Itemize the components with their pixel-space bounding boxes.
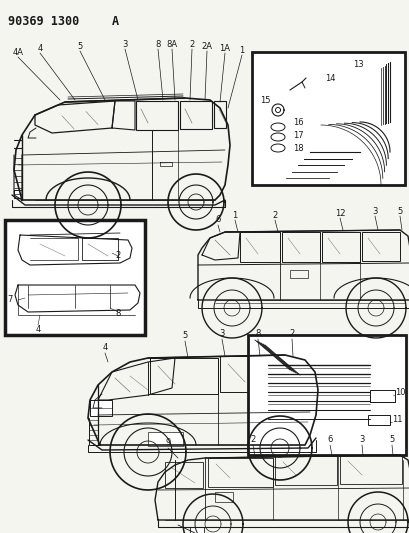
Text: 3: 3 — [219, 329, 224, 338]
Text: 2: 2 — [289, 329, 294, 338]
Bar — [164, 462, 202, 488]
Text: 2: 2 — [272, 211, 277, 220]
Bar — [214, 492, 232, 502]
Text: 4: 4 — [35, 326, 40, 335]
Bar — [148, 432, 182, 446]
Bar — [289, 270, 307, 278]
Bar — [321, 232, 359, 262]
Text: 5: 5 — [77, 42, 83, 51]
Text: 3: 3 — [371, 206, 377, 215]
Text: 7: 7 — [7, 295, 13, 304]
Bar — [14, 190, 22, 198]
Text: 4A: 4A — [12, 47, 23, 56]
Bar — [213, 101, 225, 128]
Text: 10: 10 — [394, 389, 405, 398]
Text: 3: 3 — [122, 39, 127, 49]
Text: 90369 1300: 90369 1300 — [8, 15, 79, 28]
Bar — [220, 356, 281, 392]
Text: 2: 2 — [250, 435, 255, 445]
Text: 3: 3 — [358, 435, 364, 445]
Bar — [274, 456, 336, 485]
Text: 8A: 8A — [166, 39, 177, 49]
Text: 5: 5 — [182, 332, 187, 341]
Text: 6: 6 — [326, 435, 332, 445]
Text: 8: 8 — [115, 310, 120, 319]
Text: 1: 1 — [232, 211, 237, 220]
Bar — [247, 335, 405, 455]
Text: 1: 1 — [239, 45, 244, 54]
Text: 12: 12 — [334, 208, 344, 217]
Text: 9: 9 — [165, 439, 170, 448]
Text: 4: 4 — [102, 343, 107, 352]
Bar — [361, 232, 399, 261]
Text: 13: 13 — [352, 60, 362, 69]
Text: 5: 5 — [396, 206, 402, 215]
Text: 2: 2 — [189, 39, 194, 49]
Bar — [369, 390, 394, 402]
Text: 8: 8 — [155, 39, 160, 49]
Text: 1A: 1A — [219, 44, 230, 52]
Bar — [90, 400, 112, 416]
Bar — [252, 52, 404, 185]
Bar — [5, 220, 145, 335]
Bar — [281, 232, 319, 262]
Text: 2: 2 — [115, 252, 120, 261]
Text: 11: 11 — [391, 416, 402, 424]
Text: 4: 4 — [37, 44, 43, 52]
Text: 18: 18 — [292, 143, 303, 152]
Bar — [150, 358, 218, 394]
Text: 16: 16 — [292, 117, 303, 126]
Text: 17: 17 — [292, 131, 303, 140]
Bar — [367, 415, 389, 425]
Bar — [189, 527, 204, 533]
Bar — [282, 356, 304, 392]
Bar — [239, 232, 279, 262]
Bar — [136, 101, 178, 130]
Bar — [180, 101, 211, 129]
Text: A: A — [112, 15, 119, 28]
Text: 2A: 2A — [201, 42, 212, 51]
Text: 15: 15 — [259, 95, 270, 104]
Bar — [207, 458, 272, 487]
Text: 14: 14 — [324, 74, 335, 83]
Bar — [339, 455, 401, 484]
Text: 6: 6 — [215, 215, 220, 224]
Text: 8: 8 — [255, 329, 260, 338]
Text: 5: 5 — [389, 435, 393, 445]
